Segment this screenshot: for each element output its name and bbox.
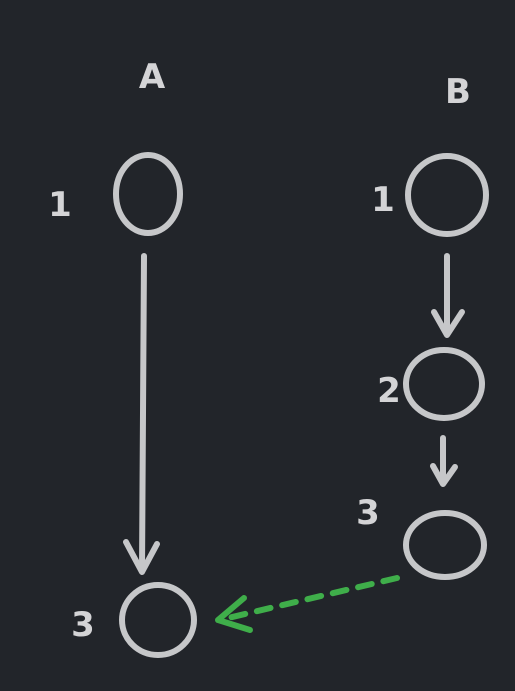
column-b-title: B — [445, 72, 471, 112]
node-b2-label: 2 — [377, 371, 401, 411]
node-b1-label: 1 — [371, 180, 395, 220]
column-a-title: A — [139, 57, 166, 97]
node-b3[interactable] — [403, 510, 487, 580]
node-a1-label: 1 — [48, 185, 72, 225]
node-a1[interactable] — [113, 152, 183, 236]
edge-b2-to-b3 — [430, 435, 458, 487]
node-b1[interactable] — [405, 153, 489, 237]
node-a3-label: 3 — [71, 605, 95, 645]
node-b2[interactable] — [403, 347, 485, 421]
edge-b3-to-a3-dashed — [215, 575, 400, 633]
node-a3[interactable] — [119, 582, 197, 658]
node-b3-label: 3 — [356, 493, 380, 533]
edge-b1-to-b2 — [431, 253, 465, 338]
edge-a1-to-a3 — [123, 253, 160, 575]
